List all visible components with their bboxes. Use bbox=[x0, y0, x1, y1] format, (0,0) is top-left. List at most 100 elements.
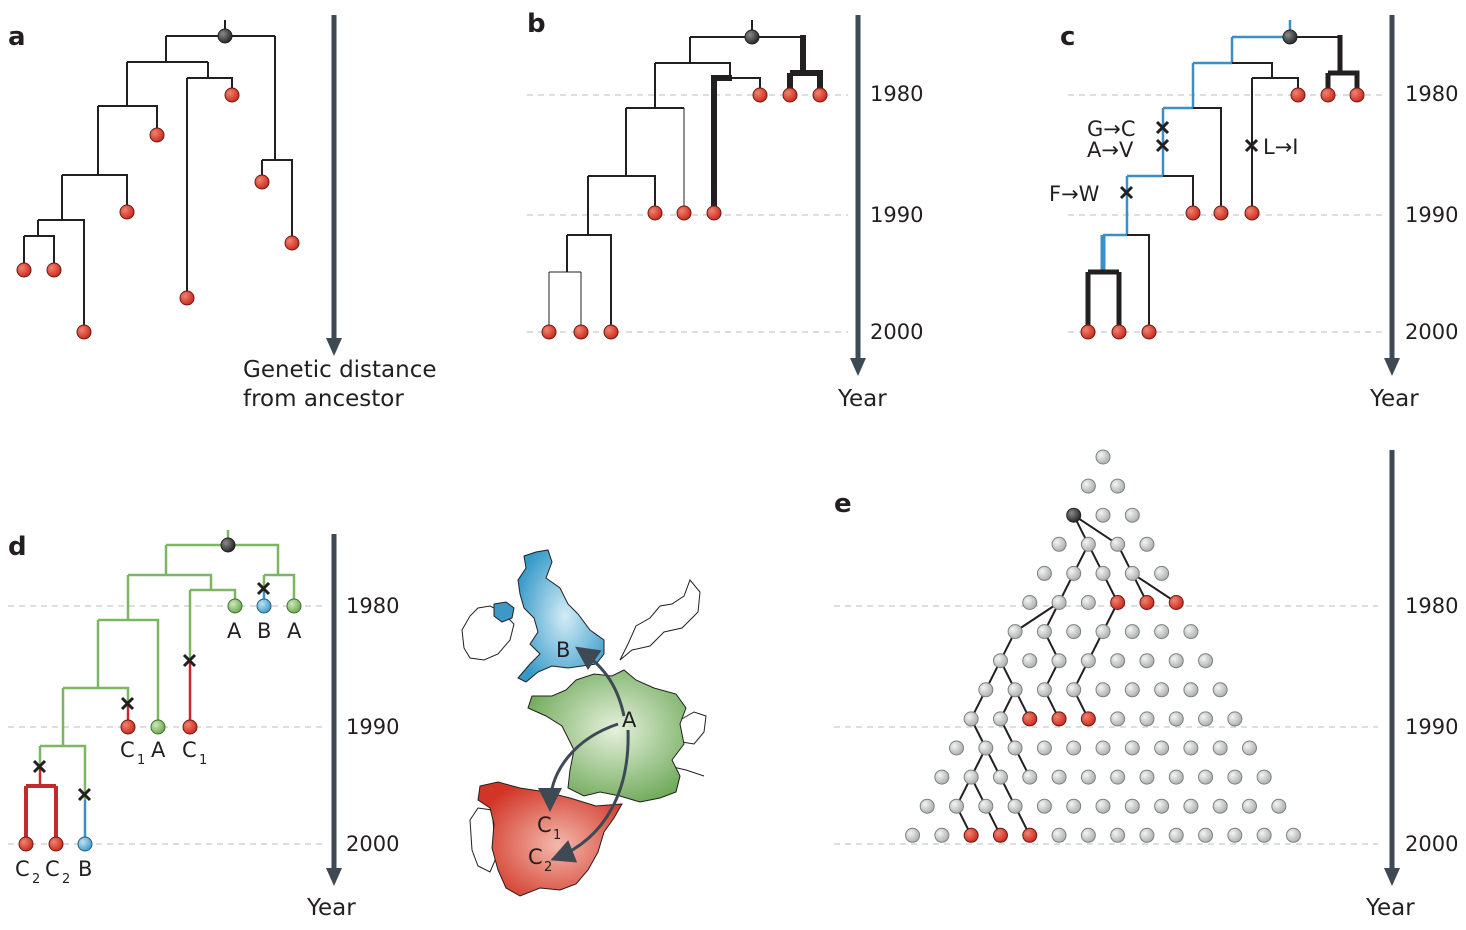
population-node bbox=[1066, 624, 1082, 640]
panel-e: e 1980 1990 2000 Year bbox=[834, 449, 1458, 921]
tip-label: B bbox=[257, 619, 271, 643]
uk-region bbox=[517, 549, 605, 683]
population-node bbox=[1051, 536, 1067, 552]
panel-d-gridlines bbox=[8, 605, 325, 845]
population-node bbox=[1198, 769, 1214, 785]
population-node bbox=[992, 769, 1008, 785]
panel-d-label: d bbox=[8, 532, 27, 562]
panel-b-arrowhead bbox=[850, 358, 866, 376]
panel-c-arrowhead bbox=[1384, 358, 1400, 376]
tip-label: C bbox=[120, 738, 135, 762]
year-2000: 2000 bbox=[1405, 320, 1458, 344]
panel-e-lineage-edges bbox=[955, 514, 1177, 836]
population-node bbox=[1051, 653, 1067, 669]
panel-d-arrowhead bbox=[326, 868, 342, 886]
population-node bbox=[1022, 595, 1038, 610]
population-node bbox=[1007, 740, 1023, 756]
population-node bbox=[1095, 449, 1111, 465]
tip-label: B bbox=[78, 857, 92, 881]
tip-label: C bbox=[182, 738, 197, 762]
sampled-node bbox=[1110, 595, 1126, 610]
population-node bbox=[978, 740, 994, 756]
population-node bbox=[1022, 769, 1038, 785]
population-node bbox=[1256, 769, 1272, 785]
population-node bbox=[1183, 798, 1199, 814]
panel-e-axis-label: Year bbox=[1365, 895, 1415, 921]
root-node bbox=[744, 29, 760, 45]
panel-d-tips bbox=[18, 598, 302, 852]
map-subscript: 1 bbox=[553, 828, 561, 843]
population-node bbox=[1242, 798, 1257, 814]
year-1990: 1990 bbox=[1405, 203, 1458, 227]
panel-b: b bbox=[527, 9, 923, 412]
year-1990: 1990 bbox=[870, 203, 923, 227]
population-node bbox=[1227, 711, 1243, 727]
panel-c-tree bbox=[1127, 36, 1340, 332]
panel-e-arrowhead bbox=[1384, 868, 1400, 886]
year-2000: 2000 bbox=[870, 320, 923, 344]
population-node bbox=[1095, 624, 1111, 640]
europe-map: B A C 1 C 2 bbox=[461, 549, 707, 897]
panel-c: c bbox=[1049, 15, 1458, 412]
population-node bbox=[1095, 565, 1111, 581]
year-1990: 1990 bbox=[346, 715, 399, 739]
population-node bbox=[1110, 653, 1126, 669]
population-node bbox=[1198, 827, 1214, 843]
population-node bbox=[1183, 682, 1199, 698]
population-node bbox=[1022, 653, 1038, 669]
panel-b-thick-branches bbox=[711, 35, 823, 213]
population-node bbox=[1256, 827, 1272, 843]
population-node bbox=[1036, 682, 1052, 698]
panel-d: d bbox=[8, 530, 399, 921]
year-1990: 1990 bbox=[1405, 715, 1458, 739]
panel-b-label: b bbox=[527, 9, 546, 39]
population-node bbox=[1051, 827, 1067, 843]
population-node bbox=[1051, 769, 1067, 785]
map-label-spain-2: C bbox=[528, 845, 543, 869]
population-node bbox=[1080, 827, 1096, 843]
population-node bbox=[1198, 653, 1214, 669]
tip-subscript: 2 bbox=[62, 872, 70, 887]
panel-a-axis-label-1: Genetic distance bbox=[243, 357, 437, 383]
year-2000: 2000 bbox=[346, 832, 399, 856]
root-node bbox=[217, 28, 233, 44]
france-region bbox=[527, 669, 687, 803]
population-node bbox=[1080, 478, 1096, 494]
population-node bbox=[934, 769, 950, 785]
population-node bbox=[1212, 798, 1228, 814]
tip-subscript: 1 bbox=[199, 753, 207, 768]
population-node bbox=[1154, 740, 1170, 756]
population-node bbox=[1183, 624, 1199, 640]
sampled-node bbox=[963, 827, 979, 843]
population-node bbox=[1198, 711, 1214, 727]
root-node bbox=[220, 537, 236, 553]
population-node bbox=[1212, 740, 1228, 756]
map-label-uk: B bbox=[556, 638, 570, 662]
population-node bbox=[1212, 682, 1228, 698]
sampled-node bbox=[1080, 711, 1096, 727]
population-node bbox=[1095, 798, 1111, 814]
population-node bbox=[1139, 653, 1155, 669]
population-node bbox=[1036, 565, 1052, 581]
population-node bbox=[1124, 624, 1140, 640]
population-node bbox=[1168, 653, 1184, 669]
root-node bbox=[1066, 507, 1082, 523]
population-node bbox=[1154, 565, 1170, 581]
population-node bbox=[1066, 798, 1082, 814]
tip-subscript: 2 bbox=[32, 872, 40, 887]
panel-c-tips bbox=[1080, 87, 1365, 340]
population-node bbox=[978, 682, 994, 698]
population-node bbox=[1080, 769, 1096, 785]
population-node bbox=[1154, 624, 1170, 640]
population-node bbox=[1095, 740, 1111, 756]
panel-a-label: a bbox=[8, 22, 26, 52]
panel-c-blue-branches bbox=[1103, 20, 1292, 237]
panel-c-thick-branches bbox=[1085, 35, 1360, 332]
panel-d-green-branches bbox=[38, 530, 296, 800]
population-node bbox=[978, 798, 994, 814]
year-2000: 2000 bbox=[1405, 832, 1458, 856]
population-node bbox=[1066, 740, 1082, 756]
population-node bbox=[1080, 536, 1096, 552]
population-node bbox=[1080, 653, 1096, 669]
